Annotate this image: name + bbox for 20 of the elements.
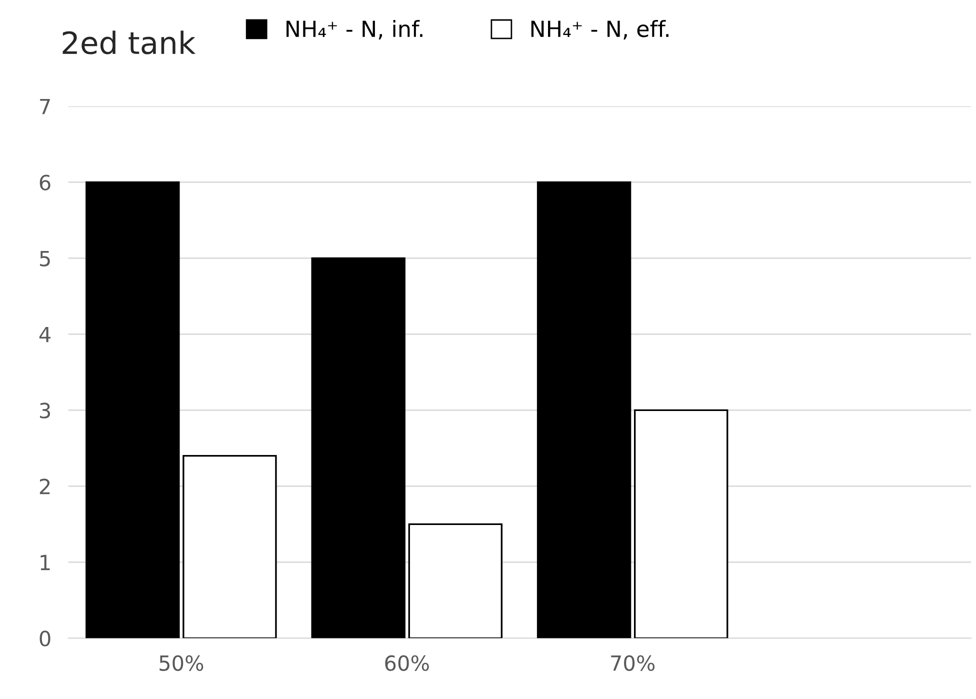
y-tick-label: 1	[40, 554, 50, 570]
bar	[86, 181, 180, 638]
y-tick-label: 4	[39, 326, 50, 342]
bar	[536, 181, 632, 638]
legend-label: NH₄⁺ - N, eff.	[531, 20, 668, 40]
y-tick-label: 0	[40, 630, 50, 646]
y-tick-label: 2	[40, 478, 50, 494]
bar	[408, 523, 502, 638]
bar	[634, 409, 728, 638]
bar	[311, 257, 406, 638]
legend-label: NH₄⁺ - N, inf.	[286, 20, 422, 40]
x-tick-label: 60%	[385, 655, 429, 671]
y-tick-label: 3	[40, 402, 50, 418]
x-tick-label: 50%	[160, 655, 204, 671]
y-tick-label: 5	[40, 250, 50, 266]
y-tick-label: 6	[40, 174, 50, 190]
bar	[182, 454, 277, 638]
x-tick-label: 70%	[611, 655, 655, 671]
y-tick-label: 7	[40, 98, 50, 114]
chart-title: 2ed tank	[62, 30, 196, 54]
